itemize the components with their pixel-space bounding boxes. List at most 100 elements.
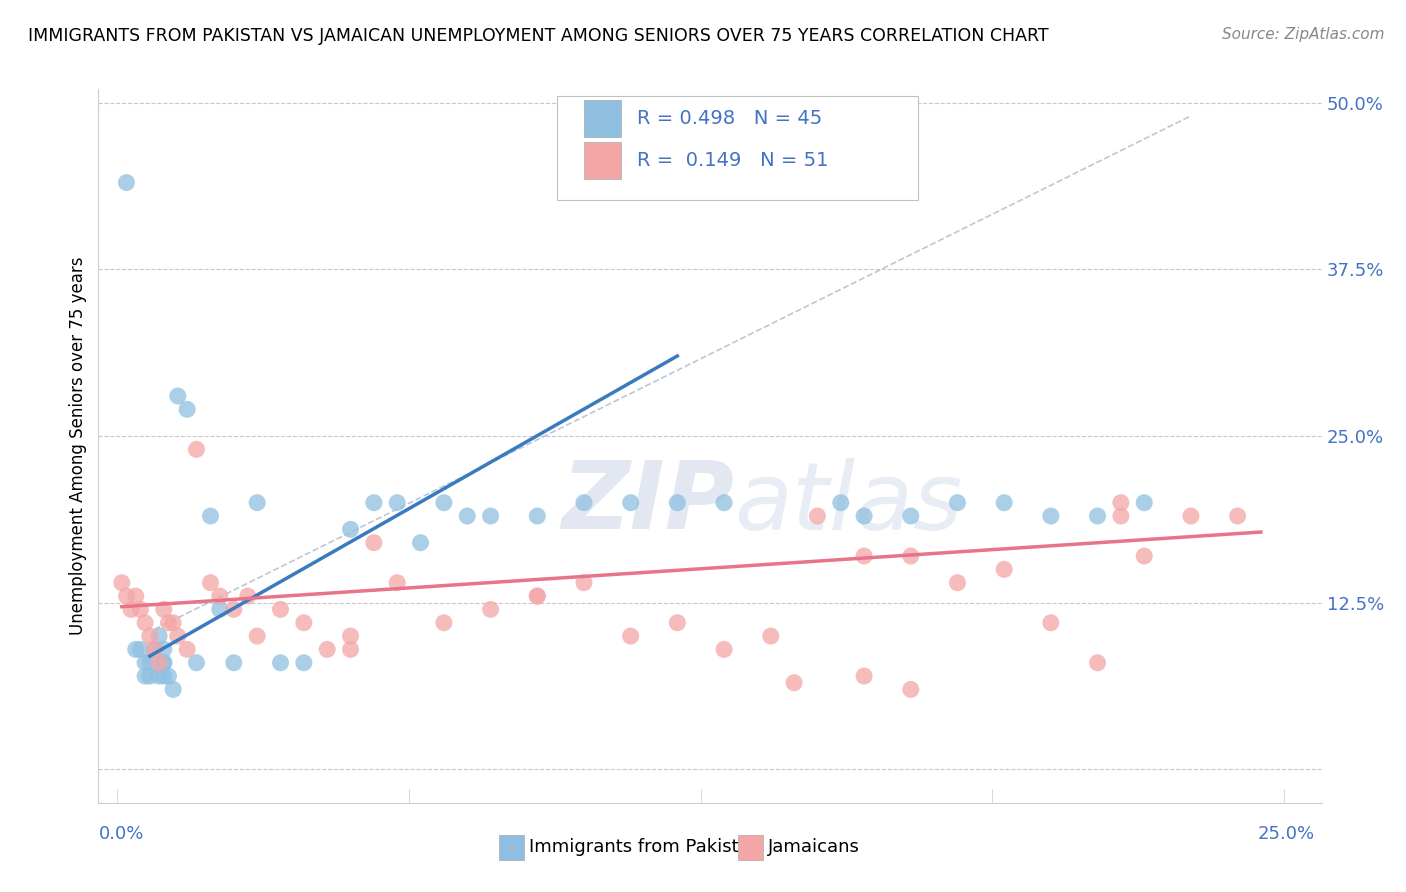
Text: Jamaicans: Jamaicans <box>768 838 859 856</box>
Point <box>115 589 138 603</box>
Point <box>148 629 170 643</box>
Point <box>152 669 174 683</box>
Point <box>572 575 595 590</box>
Point <box>900 549 922 563</box>
Point <box>152 602 174 616</box>
Text: ZIP: ZIP <box>561 457 734 549</box>
Point <box>208 589 231 603</box>
Point <box>409 535 432 549</box>
Point <box>152 656 174 670</box>
Point <box>526 589 548 603</box>
Point <box>1039 509 1062 524</box>
Text: IMMIGRANTS FROM PAKISTAN VS JAMAICAN UNEMPLOYMENT AMONG SENIORS OVER 75 YEARS CO: IMMIGRANTS FROM PAKISTAN VS JAMAICAN UNE… <box>28 27 1049 45</box>
Point <box>134 669 156 683</box>
Point <box>339 522 361 536</box>
Point <box>853 669 876 683</box>
Point <box>129 642 152 657</box>
Point <box>120 602 142 616</box>
Point <box>363 535 385 549</box>
Point <box>456 509 478 524</box>
Point <box>1226 509 1249 524</box>
Point <box>993 496 1015 510</box>
Point <box>853 549 876 563</box>
Point <box>139 656 162 670</box>
Point <box>526 589 548 603</box>
Point <box>143 642 166 657</box>
Point <box>830 496 852 510</box>
Text: 0.0%: 0.0% <box>98 825 143 843</box>
Point <box>292 656 315 670</box>
Point <box>946 496 969 510</box>
Point <box>208 602 231 616</box>
Point <box>339 642 361 657</box>
Text: R = 0.498   N = 45: R = 0.498 N = 45 <box>637 110 823 128</box>
Point <box>222 602 245 616</box>
Point <box>186 442 208 457</box>
Point <box>666 615 689 630</box>
Point <box>1087 509 1109 524</box>
Point <box>162 615 184 630</box>
Y-axis label: Unemployment Among Seniors over 75 years: Unemployment Among Seniors over 75 years <box>69 257 87 635</box>
Point <box>853 509 876 524</box>
Text: atlas: atlas <box>734 458 963 549</box>
Point <box>387 575 409 590</box>
Point <box>176 402 198 417</box>
Point <box>139 629 162 643</box>
Point <box>134 615 156 630</box>
Point <box>236 589 259 603</box>
Point <box>900 509 922 524</box>
Point <box>148 669 170 683</box>
Point <box>157 669 180 683</box>
Point <box>166 629 188 643</box>
Point <box>620 629 643 643</box>
Point <box>246 629 269 643</box>
Point <box>759 629 782 643</box>
Point <box>526 509 548 524</box>
Point <box>900 682 922 697</box>
Point <box>1087 656 1109 670</box>
Point <box>1039 615 1062 630</box>
Point <box>111 575 134 590</box>
Point <box>115 176 138 190</box>
Point <box>166 389 188 403</box>
Text: 25.0%: 25.0% <box>1257 825 1315 843</box>
Point <box>186 656 208 670</box>
Point <box>433 496 456 510</box>
Point <box>162 682 184 697</box>
Point <box>993 562 1015 576</box>
Point <box>713 642 735 657</box>
Point <box>479 602 502 616</box>
Point <box>620 496 643 510</box>
Point <box>134 656 156 670</box>
Point <box>157 615 180 630</box>
Point <box>222 656 245 670</box>
Point <box>139 669 162 683</box>
Point <box>1109 496 1132 510</box>
Point <box>143 642 166 657</box>
Point <box>125 589 148 603</box>
Point <box>433 615 456 630</box>
Point <box>713 496 735 510</box>
Point <box>292 615 315 630</box>
Point <box>1180 509 1202 524</box>
Point <box>666 496 689 510</box>
Point <box>176 642 198 657</box>
Point <box>148 656 170 670</box>
FancyBboxPatch shape <box>583 100 620 137</box>
Text: R =  0.149   N = 51: R = 0.149 N = 51 <box>637 152 828 170</box>
Point <box>246 496 269 510</box>
Point <box>339 629 361 643</box>
Point <box>200 509 222 524</box>
Point <box>363 496 385 510</box>
Point <box>152 642 174 657</box>
FancyBboxPatch shape <box>557 96 918 200</box>
Point <box>783 675 806 690</box>
Point <box>1133 496 1156 510</box>
Point <box>316 642 339 657</box>
Point <box>946 575 969 590</box>
FancyBboxPatch shape <box>583 142 620 179</box>
Text: Source: ZipAtlas.com: Source: ZipAtlas.com <box>1222 27 1385 42</box>
Point <box>270 656 292 670</box>
Point <box>1109 509 1132 524</box>
Point <box>129 602 152 616</box>
